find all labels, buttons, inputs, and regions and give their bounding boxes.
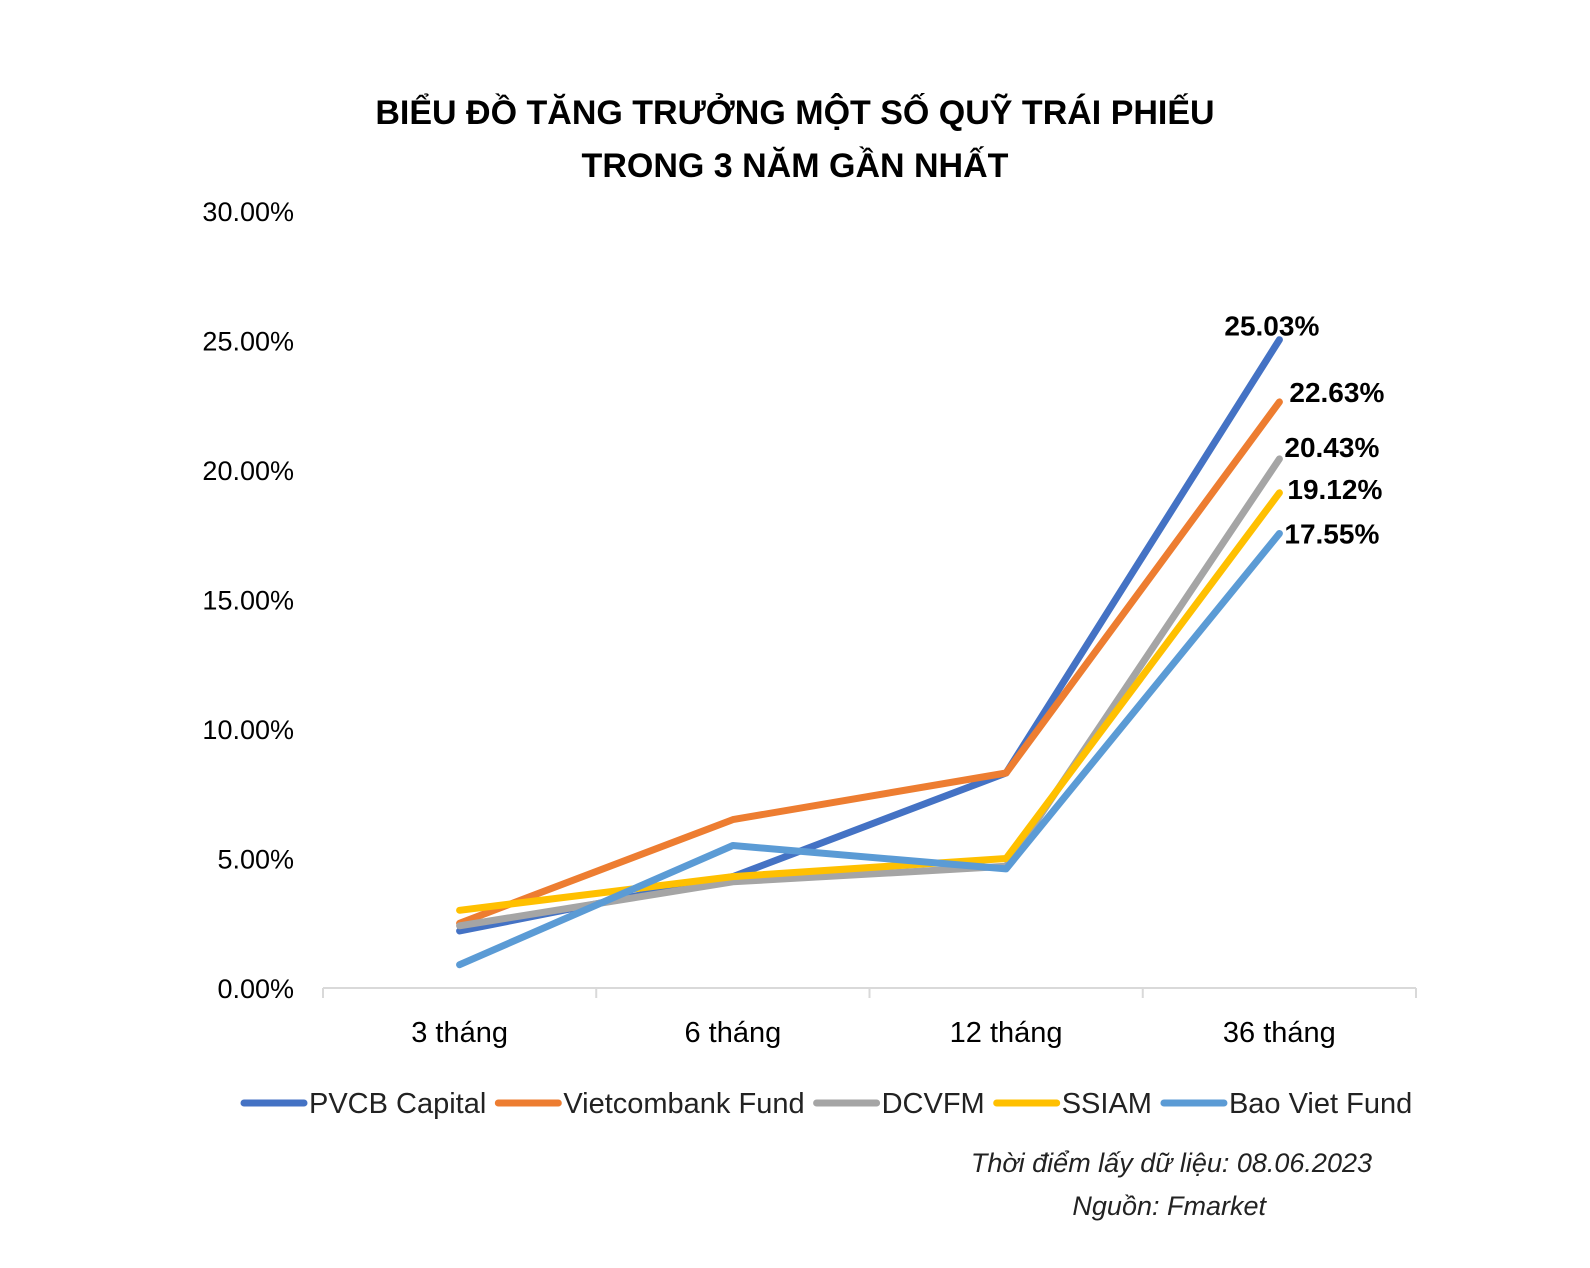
legend-label: PVCB Capital	[309, 1088, 486, 1120]
legend-label: SSIAM	[1062, 1088, 1152, 1120]
y-tick-label: 25.00%	[202, 327, 294, 357]
legend-item: SSIAM	[993, 1088, 1152, 1120]
data-label: 25.03%	[1224, 311, 1319, 342]
data-label: 20.43%	[1284, 432, 1379, 463]
legend-label: DCVFM	[882, 1088, 985, 1120]
x-tick-label: 12 tháng	[950, 1017, 1063, 1049]
data-label: 19.12%	[1287, 474, 1382, 505]
y-axis: 0.00% 5.00% 10.00% 15.00% 20.00% 25.00% 30.00%	[202, 197, 294, 1004]
x-tick-label: 36 tháng	[1223, 1017, 1336, 1049]
end-labels: 25.03% 22.63% 20.43% 19.12% 17.55%	[1224, 311, 1384, 550]
x-tick-label: 3 tháng	[411, 1017, 508, 1049]
legend-item: PVCB Capital	[240, 1088, 486, 1120]
y-tick-label: 15.00%	[202, 586, 294, 616]
legend-label: Bao Viet Fund	[1229, 1088, 1412, 1120]
x-tick-label: 6 tháng	[684, 1017, 781, 1049]
legend-item: Vietcombank Fund	[494, 1088, 805, 1120]
legend-item: Bao Viet Fund	[1160, 1088, 1412, 1120]
data-label: 17.55%	[1284, 518, 1379, 549]
legend-item: DCVFM	[813, 1088, 985, 1120]
data-label: 22.63%	[1289, 377, 1384, 408]
series-line-pvcb-capital	[456, 336, 1283, 935]
source-note: Nguồn: Fmarket	[1072, 1191, 1267, 1221]
y-tick-label: 5.00%	[217, 845, 294, 875]
y-tick-label: 0.00%	[217, 974, 294, 1004]
series-line-ssiam	[456, 489, 1283, 914]
y-tick-label: 30.00%	[202, 197, 294, 227]
legend: PVCB Capital Vietcombank Fund DCVFM SSIAM Ba…	[240, 1088, 1412, 1120]
series-line-bao-viet-fund	[456, 530, 1283, 969]
series-line-vietcombank-fund	[456, 398, 1283, 927]
y-tick-label: 20.00%	[202, 456, 294, 486]
legend-label: Vietcombank Fund	[563, 1088, 804, 1120]
series-lines	[456, 336, 1283, 969]
data-date-note: Thời điểm lấy dữ liệu: 08.06.2023	[971, 1148, 1372, 1178]
chart-title-line-2: TRONG 3 NĂM GẦN NHẤT	[582, 147, 1009, 185]
chart-title-line-1: BIỂU ĐỒ TĂNG TRƯỞNG MỘT SỐ QUỸ TRÁI PHIẾ…	[375, 93, 1214, 132]
y-tick-label: 10.00%	[202, 715, 294, 745]
x-axis: 3 tháng 6 tháng 12 tháng 36 tháng	[322, 987, 1417, 1049]
